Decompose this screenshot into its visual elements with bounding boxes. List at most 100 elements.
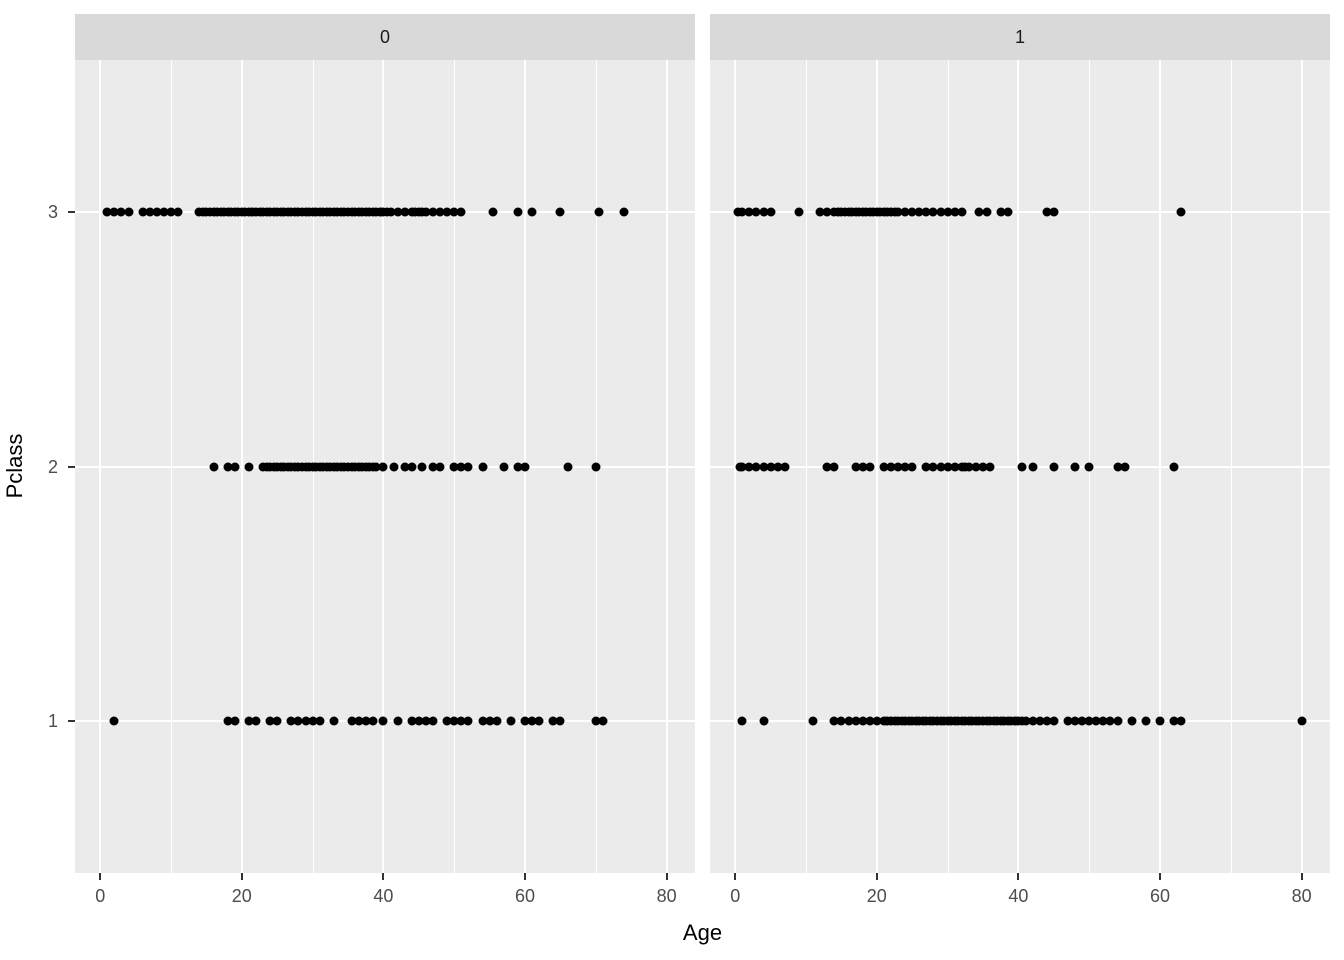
data-point (1003, 207, 1013, 217)
data-point (230, 462, 240, 471)
x-tick-mark-40 (1017, 873, 1020, 880)
data-point (957, 207, 967, 217)
facet-strip-0-label: 0 (379, 26, 390, 47)
data-point (773, 462, 783, 471)
data-point (1035, 716, 1045, 726)
data-point (513, 462, 523, 471)
data-point (1091, 716, 1101, 726)
facet-panel-0 (75, 60, 695, 873)
data-point (244, 462, 254, 471)
data-point (223, 716, 233, 726)
data-point (152, 207, 162, 217)
data-point (478, 462, 488, 471)
data-point (766, 462, 776, 471)
facet-panel-1 (710, 60, 1330, 873)
y-tick-label-2: 2 (47, 456, 58, 477)
data-point (520, 716, 530, 726)
data-point (1113, 716, 1123, 726)
data-point (865, 716, 875, 726)
data-point (456, 462, 466, 471)
data-point (166, 207, 176, 217)
data-point (1063, 716, 1073, 726)
x-tick-label-60: 60 (515, 886, 536, 906)
x-tick-mark-80 (1300, 873, 1303, 880)
data-point (378, 462, 388, 471)
data-point (744, 207, 754, 217)
data-point (286, 716, 296, 726)
data-point (950, 462, 960, 471)
data-point (900, 207, 910, 217)
x-tick-label-20: 20 (866, 886, 887, 906)
data-point (400, 462, 410, 471)
data-point (619, 207, 629, 217)
x-axis-title: Age (682, 920, 723, 945)
data-point (943, 462, 953, 471)
x-tick-mark-0 (734, 873, 737, 880)
data-point (886, 462, 896, 471)
x-tick-label-60: 60 (1150, 886, 1171, 906)
data-point (928, 462, 938, 471)
data-point (822, 462, 832, 471)
data-point (872, 716, 882, 726)
data-point (815, 207, 825, 217)
data-point (858, 716, 868, 726)
data-point (982, 207, 992, 217)
x-tick-label-80: 80 (656, 886, 677, 906)
data-point (759, 462, 769, 471)
y-tick-mark-1 (68, 719, 75, 722)
data-point (936, 462, 946, 471)
data-point (109, 207, 119, 217)
data-point (456, 207, 466, 217)
data-point (914, 207, 924, 217)
data-point (1105, 716, 1115, 726)
data-point (527, 207, 537, 217)
data-point (414, 716, 424, 726)
data-point (907, 207, 917, 217)
data-point (534, 716, 544, 726)
data-point (435, 462, 445, 471)
data-point (996, 207, 1006, 217)
data-point (449, 462, 459, 471)
data-point (1049, 716, 1059, 726)
gridline-major-y-3 (710, 211, 1330, 214)
data-point (265, 716, 275, 726)
x-tick-mark-20 (875, 873, 878, 880)
data-point (751, 207, 761, 217)
data-point (329, 716, 339, 726)
data-point (368, 716, 378, 726)
data-point (421, 716, 431, 726)
data-point (301, 716, 311, 726)
data-point (347, 716, 357, 726)
data-point (393, 207, 403, 217)
data-point (417, 462, 427, 471)
data-point (1169, 462, 1179, 471)
data-point (548, 716, 558, 726)
data-point (428, 716, 438, 726)
y-tick-label-1: 1 (47, 710, 58, 731)
data-point (851, 462, 861, 471)
data-point (173, 207, 183, 217)
data-point (907, 462, 917, 471)
data-point (145, 207, 155, 217)
data-point (1098, 716, 1108, 726)
data-point (1021, 716, 1031, 726)
data-point (124, 207, 134, 217)
data-point (1070, 462, 1080, 471)
data-point (921, 462, 931, 471)
data-point (555, 207, 565, 217)
y-tick-mark-2 (68, 465, 75, 468)
data-point (594, 207, 604, 217)
data-point (737, 462, 747, 471)
y-tick-label-3: 3 (47, 202, 58, 223)
data-point (456, 716, 466, 726)
data-point (555, 716, 565, 726)
data-point (759, 207, 769, 217)
data-point (1155, 716, 1165, 726)
data-point (1176, 207, 1186, 217)
data-point (361, 716, 371, 726)
data-point (400, 207, 410, 217)
data-point (893, 462, 903, 471)
x-tick-label-80: 80 (1291, 886, 1312, 906)
data-point (1113, 462, 1123, 471)
data-point (1127, 716, 1137, 726)
